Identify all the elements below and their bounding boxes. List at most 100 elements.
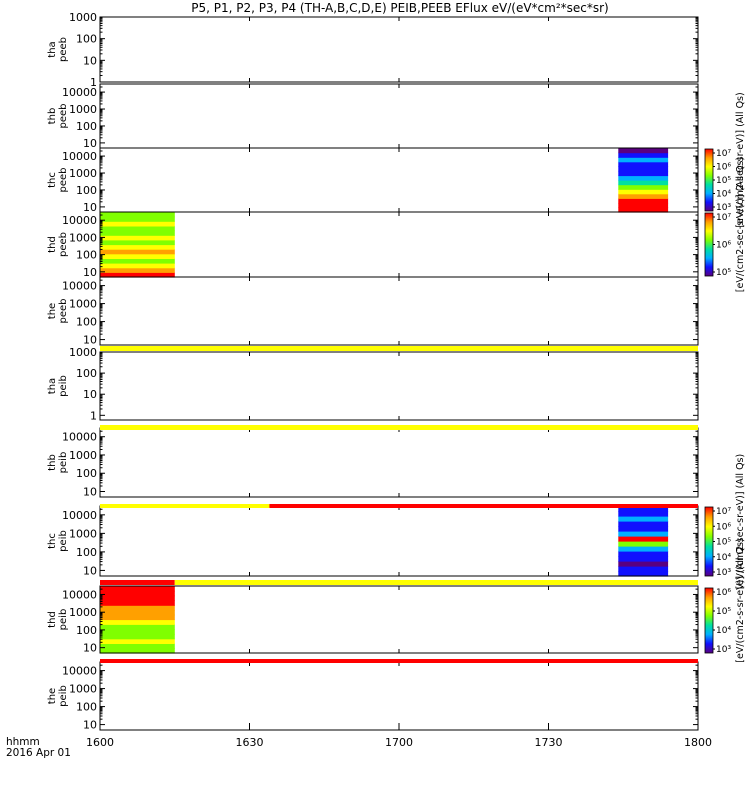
separator-bar-3-segment-1 [174, 580, 698, 585]
separator-bar-4-segment-0 [100, 659, 698, 663]
thb-peeb-ytick-label-3: 10 [83, 137, 97, 150]
thd-peib-spectrum-0-band-2 [100, 638, 175, 644]
thd-peib-ytick-label-2: 100 [76, 624, 97, 637]
thc-peib-spectrum-0-band-0 [618, 571, 669, 577]
thb-peib-ytick-label-1: 1000 [69, 449, 97, 462]
thc-peeb-spectrum-0-band-1 [618, 202, 669, 209]
colorbar-peeb-c-label: [eV/(cm2-sec-sr-eV)] (All Qs) [735, 92, 746, 227]
thb-peib-ytick-label-2: 100 [76, 467, 97, 480]
tha-peib-ytick-label-2: 10 [83, 388, 97, 401]
thd-peeb-ytick-label-1: 1000 [69, 231, 97, 244]
colorbar-peeb-d [704, 212, 714, 277]
thd-peib-ylabel-1: peib [58, 609, 69, 631]
separator-bar-2-segment-0 [100, 504, 270, 508]
thd-peeb-spectrum-0-band-0 [100, 272, 175, 278]
thd-peeb-spectrum-0-band-6 [100, 244, 175, 250]
colorbar-peib-d-label: [eV/(cm2-s-sr-eV)] (All Qs) [735, 538, 746, 662]
thc-peib-ylabel-0: thc [47, 533, 58, 549]
colorbar-peeb-d-tick-label-2: 10⁵ [716, 268, 731, 278]
thc-peib-spectrum-0-band-2 [618, 561, 669, 567]
thc-peeb-spectrum-0-band-13 [618, 148, 669, 154]
thc-peib-spectrum-0-band-10 [618, 521, 669, 527]
tha-peeb-ytick-label-2: 10 [83, 54, 97, 67]
thd-peeb-spectrum-0-band-4 [100, 253, 175, 259]
colorbar-peeb-c-tick-label-0: 10⁷ [716, 149, 731, 159]
thc-peib-spectrum-0-band-4 [618, 551, 669, 557]
thd-peib-spectrum-0-band-4 [100, 629, 175, 635]
colorbar-peib-c-tick-label-1: 10⁶ [716, 522, 731, 532]
thd-peib-ytick-label-1: 1000 [69, 606, 97, 619]
thd-peeb-spectrum-0-band-7 [100, 239, 175, 246]
thd-peib-spectrum-0-band-11 [100, 595, 175, 601]
colorbar-peib-d-tick-label-2: 10⁴ [716, 626, 731, 636]
thc-peeb-spectrum-0-band-12 [618, 152, 669, 158]
thd-peib-spectrum-0-band-7 [100, 614, 175, 621]
thc-peeb-ytick-label-2: 100 [76, 184, 97, 197]
thc-peib-ytick-label-3: 10 [83, 564, 97, 577]
thc-peib-spectrum-0-band-11 [618, 516, 669, 522]
tha-peib-ylabel-1: peib [58, 375, 69, 397]
tha-peib-ylabel-0: tha [47, 378, 58, 394]
thc-peib-spectrum-0-band-5 [618, 546, 669, 552]
thc-peib-spectrum-0-band-6 [618, 541, 669, 547]
thd-peeb-spectrum-0-band-2 [100, 263, 175, 269]
thd-peib-spectrum-0-band-9 [100, 605, 175, 611]
thc-peeb-ytick-label-3: 10 [83, 201, 97, 214]
tha-peeb-ylabel-0: tha [47, 41, 58, 57]
colorbar-peeb-c-tick-label-2: 10⁵ [716, 176, 731, 186]
thd-peib-spectrum-0-band-10 [100, 600, 175, 606]
thd-peeb-ytick-label-0: 10000 [62, 214, 97, 227]
thd-peib-spectrum-0-band-13 [100, 586, 175, 592]
thd-peib-spectrum-0-band-1 [100, 643, 175, 649]
date-label: 2016 Apr 01 [6, 747, 71, 759]
thd-peib-spectrum-0-band-8 [100, 609, 175, 616]
thd-peeb-spectrum-0-band-13 [100, 212, 175, 218]
the-peeb-ylabel-1: peeb [58, 299, 69, 324]
thb-peib-frame [99, 427, 699, 498]
thc-peib-ylabel-1: peib [58, 530, 69, 552]
separator-bar-1-segment-0 [100, 425, 698, 430]
tha-peib-ytick-label-3: 1 [90, 409, 97, 422]
tha-peeb-ytick-label-3: 1 [90, 76, 97, 89]
colorbar-peib-d [704, 587, 714, 654]
thc-peib-spectrum-0-band-1 [618, 566, 669, 572]
thd-peeb-spectrum-0-band-11 [100, 221, 175, 227]
thc-peeb-spectrum-0-band-5 [618, 184, 669, 190]
separator-bar-2-segment-1 [269, 504, 698, 508]
thc-peeb-spectrum-0-band-11 [618, 157, 669, 163]
thc-peeb-frame [99, 147, 699, 213]
the-peeb-ylabel-0: the [47, 303, 58, 319]
thb-peib-ytick-label-3: 10 [83, 486, 97, 499]
xtick-label-4: 1800 [684, 736, 712, 749]
tha-peeb-ytick-label-1: 100 [76, 33, 97, 46]
tha-peib-frame [99, 351, 699, 421]
thd-peib-spectrum-0-band-0 [100, 648, 175, 654]
thc-peib-spectrum-0-band-8 [618, 531, 669, 537]
thc-peeb-spectrum-0-band-3 [618, 193, 669, 199]
thc-peib-ytick-label-1: 1000 [69, 527, 97, 540]
thd-peib-ytick-label-0: 10000 [62, 588, 97, 601]
xtick-label-0: 1600 [86, 736, 114, 749]
the-peeb-ytick-label-0: 10000 [62, 280, 97, 293]
tha-peeb-ylabel-1: peeb [58, 37, 69, 62]
separator-bar-3-segment-0 [100, 580, 175, 585]
thd-peeb-ytick-label-2: 100 [76, 249, 97, 262]
thb-peeb-ytick-label-2: 100 [76, 120, 97, 133]
tha-peib-ytick-label-1: 100 [76, 367, 97, 380]
xtick-label-2: 1700 [385, 736, 413, 749]
thc-peib-spectrum-0-band-7 [618, 536, 669, 542]
thc-peeb-spectrum-0-band-6 [618, 180, 669, 186]
colorbar-peib-c [704, 506, 714, 577]
colorbar-peib-c-tick-label-4: 10³ [716, 568, 731, 578]
thc-peib-spectrum-0-band-12 [618, 511, 669, 517]
thb-peib-ylabel-0: thb [47, 454, 58, 471]
thc-peib-ytick-label-0: 10000 [62, 509, 97, 522]
thd-peib-spectrum-0-band-6 [100, 619, 175, 625]
thc-peeb-spectrum-0-band-4 [618, 189, 669, 195]
the-peeb-ytick-label-3: 10 [83, 334, 97, 347]
thb-peib-ylabel-1: peib [58, 452, 69, 474]
colorbar-peeb-d-tick-label-0: 10⁷ [716, 213, 731, 223]
thc-peib-spectrum-0-band-9 [618, 526, 669, 532]
thd-peeb-spectrum-0-band-9 [100, 230, 175, 236]
